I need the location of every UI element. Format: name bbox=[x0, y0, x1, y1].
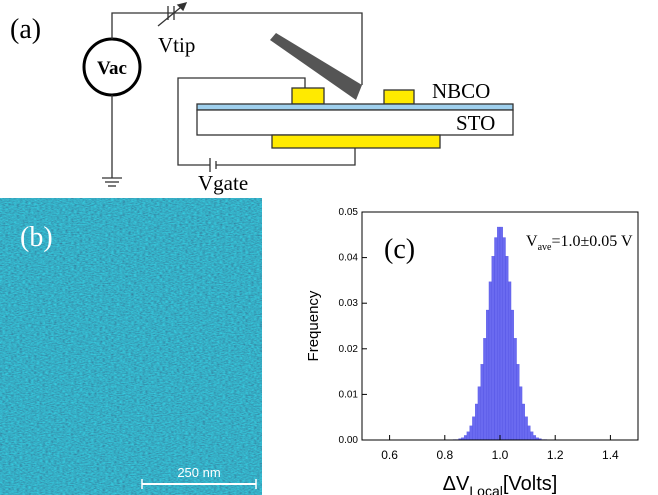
bar bbox=[480, 364, 484, 441]
x-tick-label: 1.2 bbox=[547, 448, 564, 462]
x-tick-label: 0.6 bbox=[381, 448, 398, 462]
x-tick-label: 1.0 bbox=[492, 448, 509, 462]
bar bbox=[469, 425, 473, 441]
gate-label: Vgate bbox=[198, 171, 248, 195]
bar bbox=[475, 403, 479, 441]
bar bbox=[521, 403, 525, 441]
bar bbox=[532, 435, 537, 441]
electrode bbox=[383, 89, 415, 105]
bar bbox=[519, 386, 523, 441]
bar bbox=[491, 256, 495, 441]
x-tick-label: 1.4 bbox=[602, 448, 619, 462]
bar bbox=[466, 431, 470, 441]
x-label-sub: Local bbox=[469, 483, 502, 495]
x-label-main: ΔV bbox=[443, 473, 470, 495]
panel-label: (b) bbox=[20, 222, 53, 253]
film-label: NBCO bbox=[432, 79, 490, 103]
scale-bar-label: 250 nm bbox=[177, 465, 220, 480]
bar bbox=[508, 281, 512, 441]
x-axis-label: ΔVLocal[Volts] bbox=[443, 473, 558, 495]
image-texture bbox=[0, 198, 262, 495]
bar bbox=[488, 281, 492, 441]
y-tick-label: 0.00 bbox=[339, 435, 359, 446]
wire bbox=[177, 77, 306, 166]
bar bbox=[497, 226, 501, 441]
bar bbox=[472, 416, 476, 441]
panel-b: (b) 250 nm bbox=[0, 198, 262, 495]
bar bbox=[463, 435, 468, 441]
arrowhead bbox=[176, 2, 188, 12]
bar bbox=[505, 256, 509, 441]
film bbox=[196, 103, 514, 111]
bar bbox=[513, 338, 517, 441]
tip-label: Vtip bbox=[158, 33, 195, 57]
panel-label: (a) bbox=[10, 14, 41, 45]
y-axis-label: Frequency bbox=[305, 290, 322, 361]
annotation: Vave=1.0±0.05 V bbox=[526, 233, 633, 253]
bar bbox=[530, 431, 534, 441]
gate-electrode bbox=[271, 134, 441, 149]
y-tick-label: 0.01 bbox=[339, 389, 359, 400]
wire bbox=[111, 12, 363, 85]
x-tick-label: 0.8 bbox=[436, 448, 453, 462]
bar bbox=[510, 309, 514, 441]
bar bbox=[524, 416, 528, 441]
annotation-rest: =1.0±0.05 V bbox=[551, 233, 633, 250]
source-label: Vac bbox=[97, 58, 127, 79]
y-tick-label: 0.02 bbox=[339, 344, 359, 355]
annotation-sub: ave bbox=[538, 242, 552, 253]
y-tick-label: 0.04 bbox=[339, 253, 359, 264]
y-tick-label: 0.03 bbox=[339, 298, 359, 309]
wire bbox=[216, 148, 356, 166]
bar bbox=[527, 425, 531, 441]
substrate-label: STO bbox=[456, 111, 495, 135]
annotation-main: V bbox=[526, 233, 538, 250]
electrode bbox=[291, 87, 325, 105]
bar bbox=[502, 237, 506, 441]
panel-a: (a) Vac Vtip Vgate NBCO STO bbox=[10, 2, 514, 195]
y-tick-label: 0.05 bbox=[339, 207, 359, 218]
panel-label: (c) bbox=[384, 234, 415, 265]
bar bbox=[477, 386, 481, 441]
substrate bbox=[196, 109, 514, 136]
bar bbox=[499, 226, 503, 441]
bar bbox=[516, 364, 520, 441]
tip bbox=[270, 33, 362, 100]
bar bbox=[483, 338, 487, 441]
bar bbox=[494, 237, 498, 441]
bar bbox=[486, 309, 490, 441]
x-label-rest: [Volts] bbox=[503, 473, 557, 495]
panel-c: (c) Vave=1.0±0.05 V ΔVLocal[Volts] Frequ… bbox=[305, 207, 639, 495]
